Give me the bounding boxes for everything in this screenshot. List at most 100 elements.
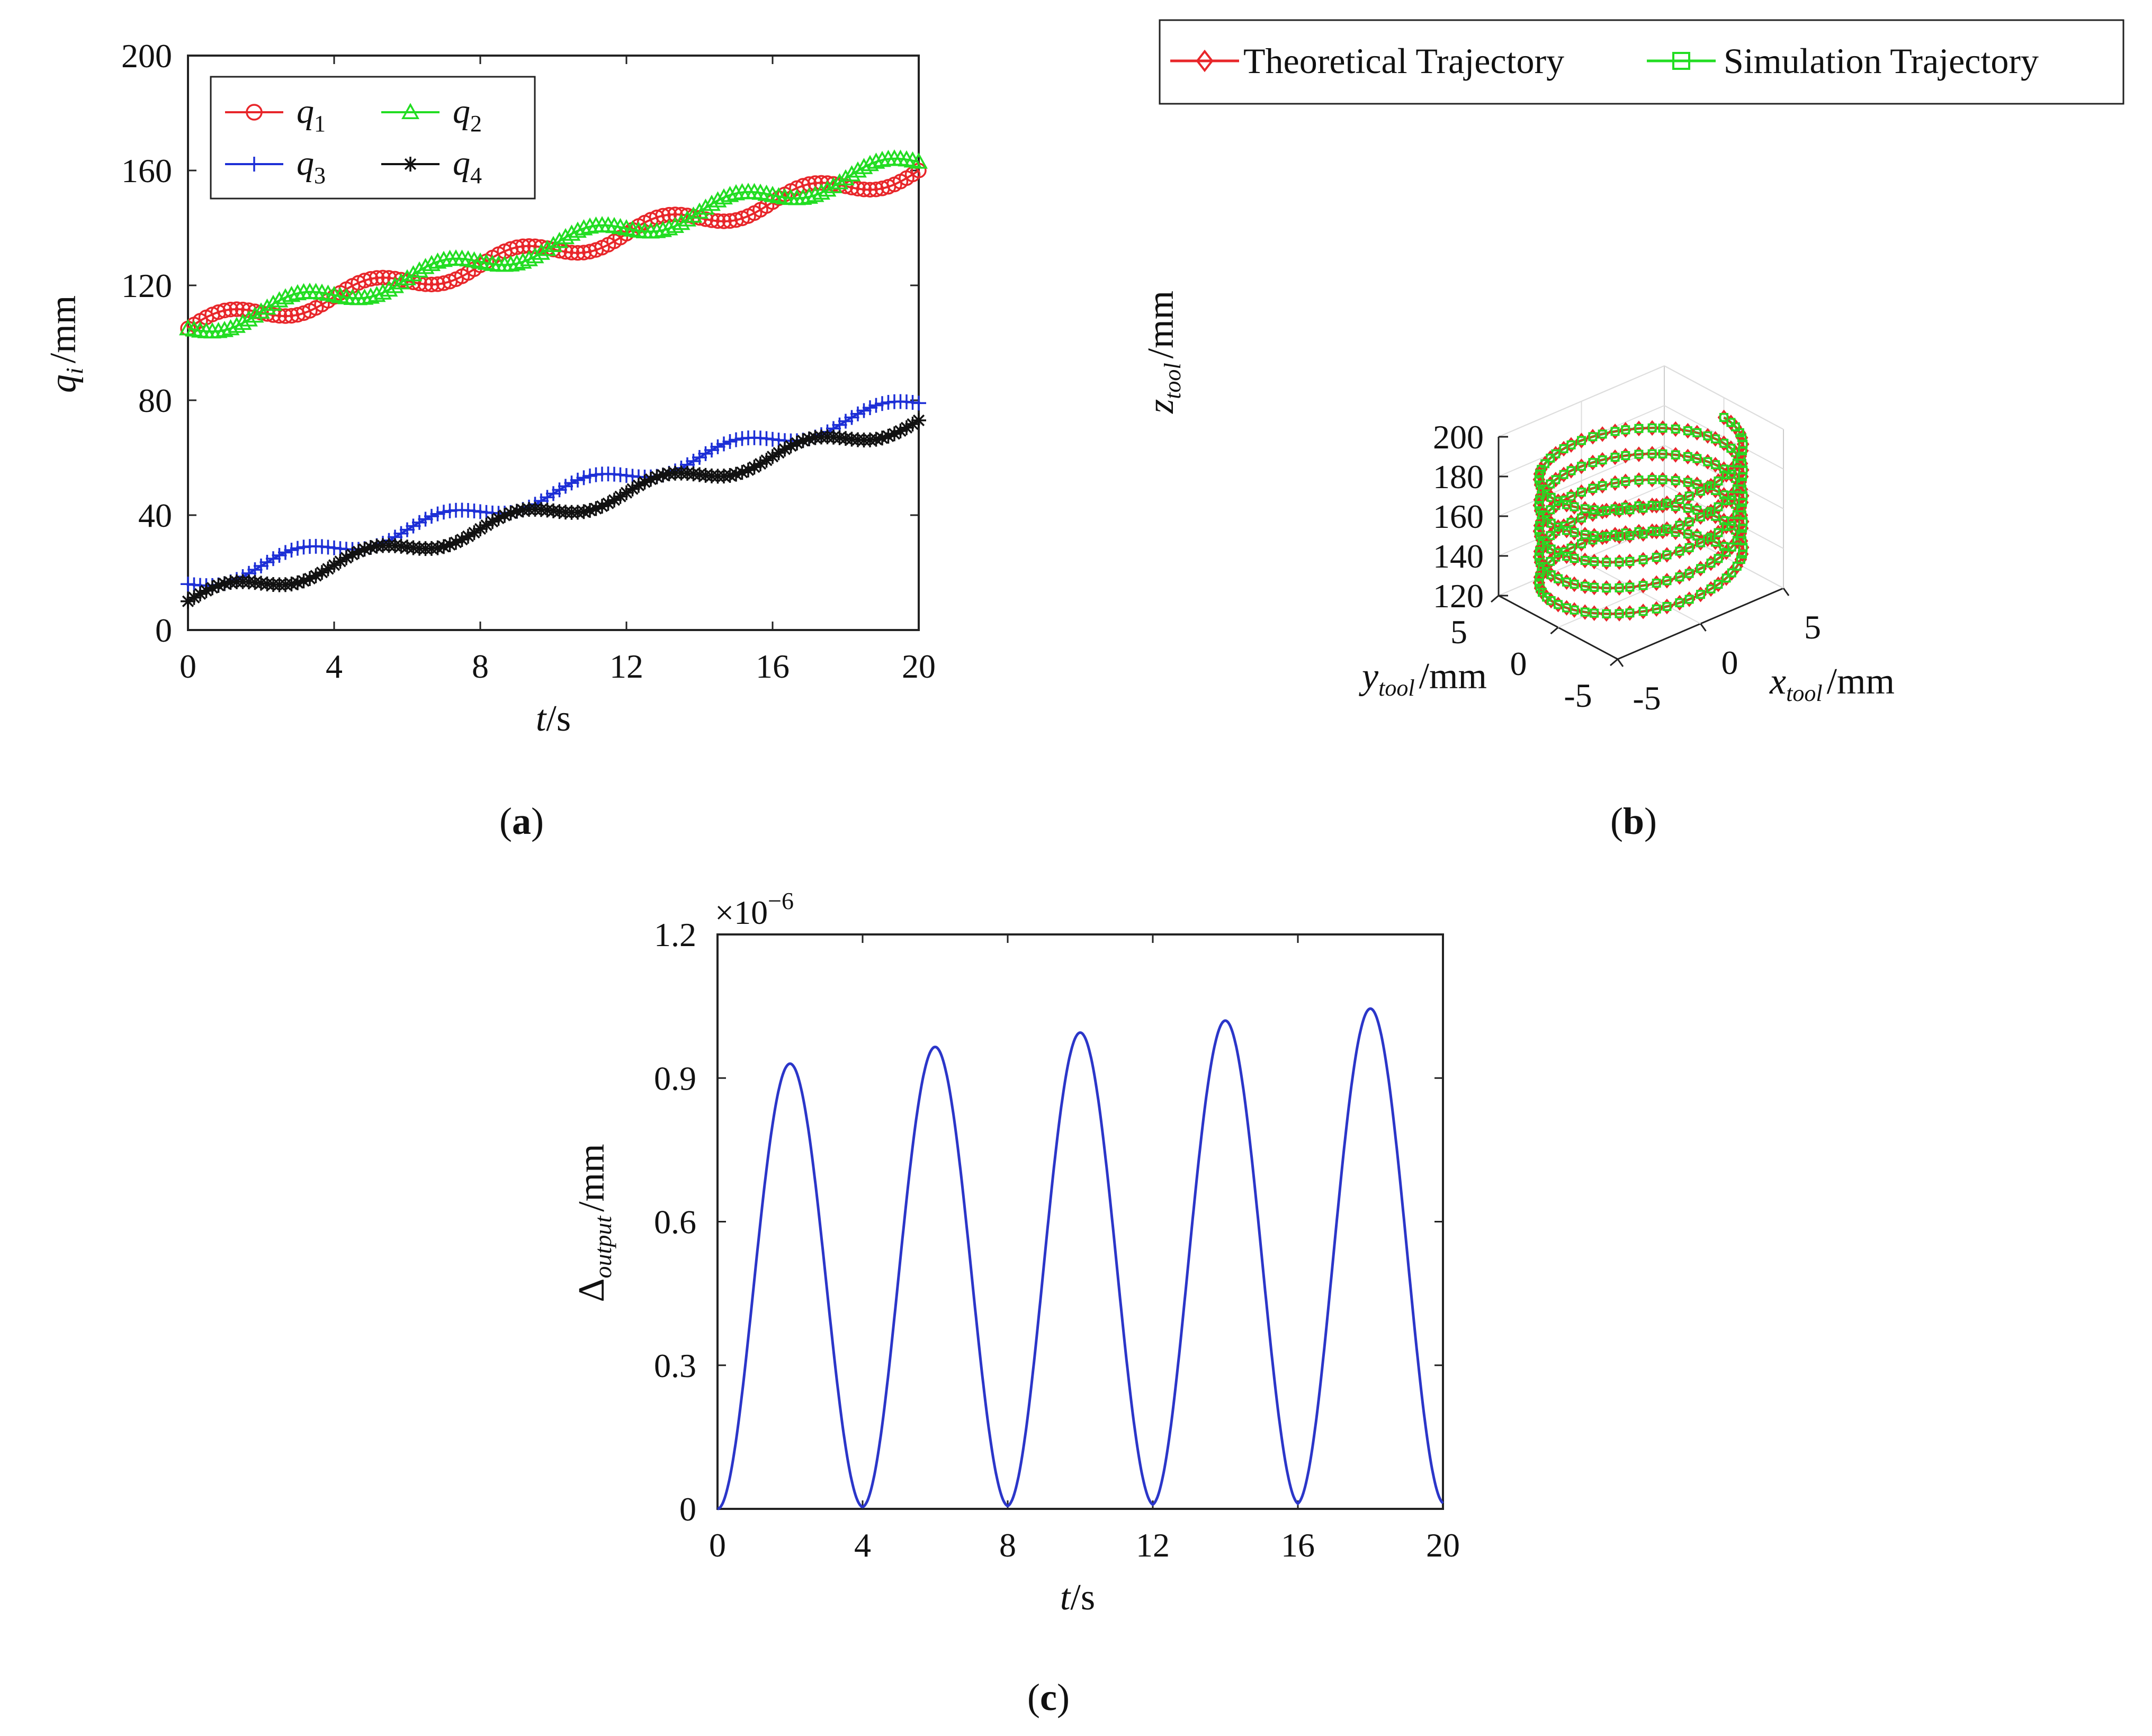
marker-plus bbox=[247, 562, 263, 578]
marker-triangle bbox=[581, 217, 599, 234]
marker-square bbox=[1638, 555, 1648, 564]
x-tick-label: 16 bbox=[756, 647, 790, 685]
marker-circle bbox=[856, 182, 872, 197]
marker-square bbox=[1638, 607, 1648, 616]
x-tick-label: 4 bbox=[326, 647, 343, 685]
marker-plus bbox=[729, 432, 743, 447]
marker-square bbox=[1638, 581, 1648, 590]
legend-entry-q1: q1 bbox=[225, 92, 326, 137]
marker-square bbox=[1727, 491, 1736, 500]
marker-circle bbox=[576, 245, 592, 260]
marker-plus bbox=[875, 396, 890, 411]
panel-b-ylabel-main: y bbox=[1359, 656, 1379, 697]
grid-line bbox=[1664, 365, 1784, 430]
marker-square bbox=[1590, 557, 1599, 566]
marker-square bbox=[1577, 436, 1586, 445]
marker-square bbox=[1598, 429, 1607, 439]
marker-square bbox=[1683, 503, 1692, 513]
marker-square bbox=[1534, 475, 1544, 484]
marker-triangle bbox=[855, 158, 873, 174]
marker-square bbox=[1580, 581, 1590, 591]
marker-square bbox=[1590, 505, 1599, 515]
marker-square bbox=[1683, 426, 1692, 436]
marker-square bbox=[1602, 609, 1611, 618]
marker-triangle bbox=[252, 302, 270, 319]
marker-plus bbox=[278, 545, 293, 560]
marker-circle bbox=[563, 245, 580, 260]
marker-square bbox=[1535, 495, 1544, 505]
marker-triangle bbox=[428, 252, 447, 269]
marker-star bbox=[403, 157, 418, 172]
marker-circle bbox=[570, 245, 586, 261]
marker-triangle bbox=[270, 291, 289, 308]
marker-triangle bbox=[794, 188, 812, 205]
marker-triangle bbox=[721, 186, 739, 202]
marker-square bbox=[1621, 425, 1630, 435]
marker-square bbox=[1714, 528, 1723, 537]
marker-square bbox=[1638, 503, 1648, 513]
marker-square bbox=[1554, 574, 1563, 583]
marker-triangle bbox=[867, 152, 885, 169]
y-tick-mark bbox=[1550, 626, 1559, 635]
marker-square bbox=[1671, 476, 1680, 485]
marker-plus bbox=[436, 505, 451, 520]
marker-square bbox=[1615, 506, 1624, 515]
marker-square bbox=[1719, 413, 1728, 422]
marker-triangle bbox=[538, 239, 557, 256]
marker-plus bbox=[710, 439, 725, 454]
marker-square bbox=[1621, 476, 1630, 486]
marker-plus bbox=[863, 400, 877, 416]
marker-square bbox=[1706, 559, 1716, 568]
marker-square bbox=[1683, 478, 1692, 487]
marker-triangle bbox=[678, 210, 696, 227]
marker-plus bbox=[552, 482, 567, 498]
marker-plus bbox=[272, 547, 287, 563]
marker-plus bbox=[247, 157, 262, 172]
marker-square bbox=[1647, 423, 1657, 433]
marker-triangle bbox=[557, 228, 575, 245]
marker-triangle bbox=[648, 222, 666, 238]
marker-square bbox=[1577, 488, 1586, 497]
marker-triangle bbox=[910, 152, 928, 169]
marker-square bbox=[1727, 465, 1736, 474]
marker-triangle bbox=[684, 206, 703, 223]
marker-plus bbox=[911, 395, 926, 411]
marker-triangle bbox=[398, 269, 416, 285]
marker-square bbox=[1634, 475, 1644, 485]
marker-star bbox=[790, 435, 804, 451]
marker-triangle bbox=[806, 186, 824, 202]
marker-square bbox=[1684, 595, 1694, 604]
marker-square bbox=[1706, 584, 1716, 593]
panel-c-plot-frame bbox=[716, 933, 1444, 1510]
marker-circle bbox=[850, 181, 866, 197]
marker-triangle bbox=[666, 217, 684, 233]
marker-plus bbox=[856, 403, 872, 418]
marker-plus bbox=[582, 468, 597, 483]
grid-line bbox=[1581, 560, 1701, 624]
marker-square bbox=[1652, 553, 1661, 562]
marker-triangle bbox=[435, 250, 453, 267]
marker-square bbox=[1610, 427, 1620, 436]
x-tick-label: 4 bbox=[854, 1526, 871, 1564]
legend-square-marker bbox=[1672, 52, 1690, 70]
marker-triangle bbox=[812, 183, 830, 200]
marker-square bbox=[1652, 578, 1661, 588]
marker-plus bbox=[254, 559, 268, 574]
panel-b-zlabel-unit: /mm bbox=[1141, 291, 1181, 358]
panel-a-plot-frame bbox=[187, 55, 920, 631]
marker-triangle bbox=[264, 294, 282, 311]
marker-square bbox=[1647, 475, 1657, 484]
marker-square bbox=[1714, 502, 1723, 511]
marker-circle bbox=[277, 308, 293, 324]
marker-square bbox=[1706, 507, 1716, 516]
marker-plus bbox=[838, 413, 853, 429]
marker-triangle bbox=[423, 255, 441, 271]
marker-plus bbox=[284, 543, 299, 558]
marker-square bbox=[1684, 569, 1694, 578]
svg-text:qi/mm: qi/mm bbox=[43, 295, 88, 393]
marker-plus bbox=[266, 551, 281, 566]
y-tick-label: -5 bbox=[1564, 677, 1592, 714]
marker-square bbox=[1610, 478, 1620, 488]
y-tick-label: 0 bbox=[1510, 645, 1527, 682]
